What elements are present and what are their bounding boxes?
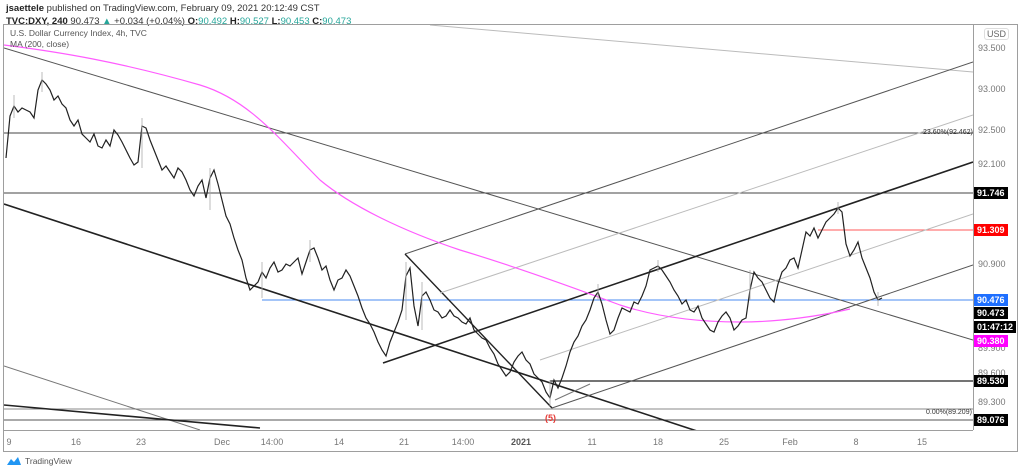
symbol-label: TVC:DXY, 240 xyxy=(6,16,68,27)
last-price-text: 90.473 xyxy=(70,16,100,27)
ma-indicator-label[interactable]: MA (200, close) xyxy=(10,39,70,49)
price-axis[interactable] xyxy=(973,24,1019,430)
tradingview-logo-icon xyxy=(7,457,21,465)
price-tick: 89.600 xyxy=(978,368,1006,378)
time-tick: 16 xyxy=(70,437,82,447)
fib-0-label: 0.00%(89.209) xyxy=(926,409,972,416)
high-value: 90.527 xyxy=(239,16,269,27)
bar-countdown-label: 01:47:12 xyxy=(974,321,1017,333)
fib-23-label: 23.60%(92.462) xyxy=(923,129,973,136)
price-label-89530: 89.530 xyxy=(974,375,1008,387)
price-label-89076: 89.076 xyxy=(974,414,1008,426)
open-value: 90.492 xyxy=(198,16,228,27)
change-text: +0.034 (+0.04%) xyxy=(114,16,185,27)
candlesticks xyxy=(5,78,883,400)
close-value: 90.473 xyxy=(322,16,352,27)
change-arrow-icon: ▲ xyxy=(102,16,112,27)
time-tick-year: 2021 xyxy=(510,437,532,447)
time-tick: 14:00 xyxy=(451,437,475,447)
time-tick: Feb xyxy=(782,437,798,447)
time-tick: 14 xyxy=(333,437,345,447)
time-tick: Dec xyxy=(213,437,231,447)
price-label-91309: 91.309 xyxy=(974,224,1008,236)
time-tick: 23 xyxy=(135,437,147,447)
price-tick: 93.000 xyxy=(978,84,1006,94)
last-price-label: 90.473 xyxy=(974,307,1008,319)
time-tick: 11 xyxy=(587,437,597,447)
price-label-90476: 90.476 xyxy=(974,294,1008,306)
chart-frame xyxy=(3,24,1018,452)
low-value: 90.453 xyxy=(280,16,310,27)
time-tick: 14:00 xyxy=(260,437,284,447)
published-text: published on TradingView.com, February 0… xyxy=(46,3,320,14)
time-axis[interactable] xyxy=(3,430,973,453)
time-tick: 9 xyxy=(6,437,12,447)
price-tick: 90.900 xyxy=(978,259,1006,269)
price-label-91746: 91.746 xyxy=(974,187,1008,199)
time-tick: 21 xyxy=(398,437,410,447)
publisher-name[interactable]: jsaettele xyxy=(6,3,45,14)
currency-label[interactable]: USD xyxy=(984,28,1010,40)
chart-legend: U.S. Dollar Currency Index, 4h, TVC MA (… xyxy=(10,28,147,50)
time-tick: 8 xyxy=(853,437,859,447)
chart-header: jsaettele published on TradingView.com, … xyxy=(6,3,352,27)
price-tick: 89.300 xyxy=(978,397,1006,407)
time-tick: 15 xyxy=(916,437,928,447)
tradingview-brand[interactable]: TradingView xyxy=(6,456,72,466)
brand-name: TradingView xyxy=(25,456,72,466)
price-tick: 92.500 xyxy=(978,125,1006,135)
candle-wicks xyxy=(13,72,879,406)
price-tick: 93.500 xyxy=(978,43,1006,53)
ma-200-line xyxy=(4,44,851,323)
time-tick: 25 xyxy=(718,437,730,447)
time-tick: 18 xyxy=(652,437,664,447)
price-tick: 89.900 xyxy=(978,343,1006,353)
elliott-wave-5-label: (5) xyxy=(545,413,556,423)
series-title: U.S. Dollar Currency Index, 4h, TVC xyxy=(10,28,147,38)
ma-value-label: 90.380 xyxy=(974,335,1008,347)
price-tick: 92.100 xyxy=(978,159,1006,169)
